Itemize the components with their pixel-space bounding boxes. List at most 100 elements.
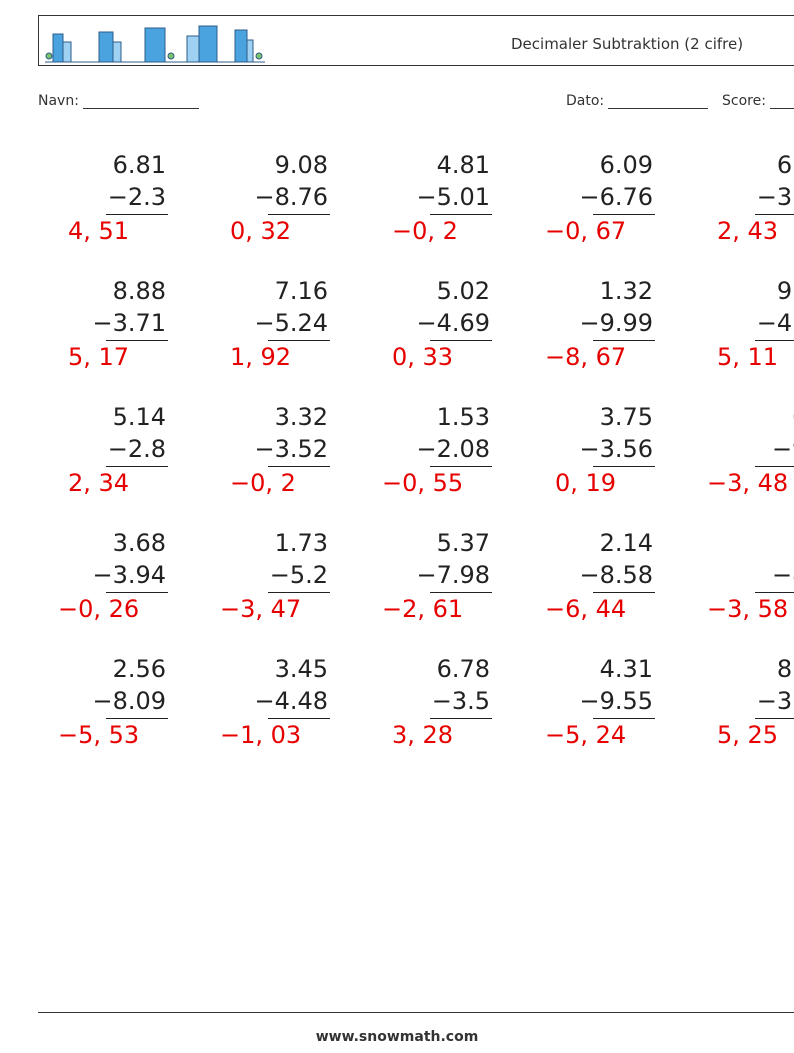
- footer-url: www.snowmath.com: [315, 1029, 479, 1045]
- date-blank: [608, 94, 709, 109]
- subtrahend: −3.52: [254, 435, 328, 463]
- subtrahend: −8.76: [254, 183, 328, 211]
- answer: −0, 55: [382, 469, 464, 497]
- subtrahend: −3.4: [756, 687, 794, 715]
- problem-item: 3.75 −3.56 0, 19: [545, 405, 675, 515]
- answer-rule: [106, 592, 168, 593]
- problem-item: 3.32 −3.52 −0, 2: [220, 405, 350, 515]
- answer-rule: [593, 466, 655, 467]
- answer-rule: [593, 718, 655, 719]
- minuend: 9.08: [274, 151, 328, 179]
- answer: −3, 58: [707, 595, 789, 623]
- problem-item: 5.14 −2.8 2, 34: [58, 405, 188, 515]
- answer-rule: [593, 214, 655, 215]
- answer: −0, 2: [230, 469, 296, 497]
- subtrahend: −3.71: [92, 309, 166, 337]
- subtrahend: −4.48: [254, 687, 328, 715]
- minuend: 6.3: [776, 151, 794, 179]
- subtrahend: −3.8: [756, 183, 794, 211]
- subtrahend: −2.08: [416, 435, 490, 463]
- answer: 5, 11: [717, 343, 779, 371]
- problem-item: 9.7 −4.6 5, 11: [707, 279, 794, 389]
- answer-rule: [755, 718, 794, 719]
- problem-item: 2.14 −8.58 −6, 44: [545, 531, 675, 641]
- minuend: 1.53: [436, 403, 490, 431]
- answer: 0, 33: [392, 343, 454, 371]
- minuend: 3.75: [599, 403, 653, 431]
- minuend: 7.16: [274, 277, 328, 305]
- header-box: [38, 15, 794, 66]
- minuend: 4.31: [599, 655, 653, 683]
- answer-rule: [106, 718, 168, 719]
- subtrahend: −3.94: [92, 561, 166, 589]
- answer: 0, 19: [555, 469, 617, 497]
- answer-rule: [593, 592, 655, 593]
- minuend: 9.7: [776, 277, 794, 305]
- score-label: Score:: [722, 93, 766, 109]
- minuend: 8.6: [776, 655, 794, 683]
- score-blank: [769, 94, 794, 109]
- answer-rule: [593, 340, 655, 341]
- subtrahend: −7.98: [416, 561, 490, 589]
- answer: −3, 47: [220, 595, 302, 623]
- answer: −0, 67: [545, 217, 627, 245]
- page-title: Decimaler Subtraktion (2 cifre): [511, 35, 744, 53]
- name-field: Navn:: [38, 93, 199, 109]
- problem-item: 6.81 −2.3 4, 51: [58, 153, 188, 263]
- subtrahend: −3.56: [579, 435, 653, 463]
- answer: −5, 53: [58, 721, 140, 749]
- subtrahend: −5.2: [269, 561, 328, 589]
- subtrahend: −8.: [771, 561, 794, 589]
- answer: 4, 51: [68, 217, 130, 245]
- minuend: 3.68: [112, 529, 166, 557]
- problem-item: 9.08 −8.76 0, 32: [220, 153, 350, 263]
- minuend: 6.78: [436, 655, 490, 683]
- subtrahend: −3.5: [431, 687, 490, 715]
- answer: −6, 44: [545, 595, 627, 623]
- problem-item: 6.09 −6.76 −0, 67: [545, 153, 675, 263]
- problem-item: 6. −9. −3, 48: [707, 405, 794, 515]
- answer-rule: [430, 340, 492, 341]
- answer-rule: [430, 214, 492, 215]
- buildings-logo-icon: [45, 25, 265, 63]
- answer: 5, 25: [717, 721, 779, 749]
- answer-rule: [268, 466, 330, 467]
- answer-rule: [268, 214, 330, 215]
- answer: −8, 67: [545, 343, 627, 371]
- name-blank: [82, 94, 199, 109]
- answer-rule: [755, 592, 794, 593]
- problem-item: 8.88 −3.71 5, 17: [58, 279, 188, 389]
- problem-item: 7.16 −5.24 1, 92: [220, 279, 350, 389]
- answer-rule: [268, 340, 330, 341]
- problem-item: 6.78 −3.5 3, 28: [382, 657, 512, 767]
- subtrahend: −9.: [771, 435, 794, 463]
- answer: 2, 43: [717, 217, 779, 245]
- answer: 1, 92: [230, 343, 292, 371]
- minuend: 3.32: [274, 403, 328, 431]
- problem-item: 3.45 −4.48 −1, 03: [220, 657, 350, 767]
- minuend: 3.45: [274, 655, 328, 683]
- answer-rule: [430, 466, 492, 467]
- answer: 3, 28: [392, 721, 454, 749]
- answer-rule: [430, 718, 492, 719]
- answer: −0, 2: [392, 217, 458, 245]
- answer-rule: [755, 214, 794, 215]
- minuend: 6.: [792, 405, 794, 429]
- problem-item: 5.37 −7.98 −2, 61: [382, 531, 512, 641]
- minuend: 5.: [792, 531, 794, 555]
- footer-divider: [38, 1012, 794, 1013]
- score-field: Score:: [722, 93, 794, 109]
- answer: −0, 26: [58, 595, 140, 623]
- answer: 5, 17: [68, 343, 130, 371]
- problem-item: 5. −8. −3, 58: [707, 531, 794, 641]
- answer: 0, 32: [230, 217, 292, 245]
- answer-rule: [430, 592, 492, 593]
- minuend: 8.88: [112, 277, 166, 305]
- answer-rule: [106, 340, 168, 341]
- problem-item: 1.53 −2.08 −0, 55: [382, 405, 512, 515]
- subtrahend: −9.99: [579, 309, 653, 337]
- answer: 2, 34: [68, 469, 130, 497]
- problem-item: 3.68 −3.94 −0, 26: [58, 531, 188, 641]
- answer-rule: [755, 466, 794, 467]
- minuend: 5.37: [436, 529, 490, 557]
